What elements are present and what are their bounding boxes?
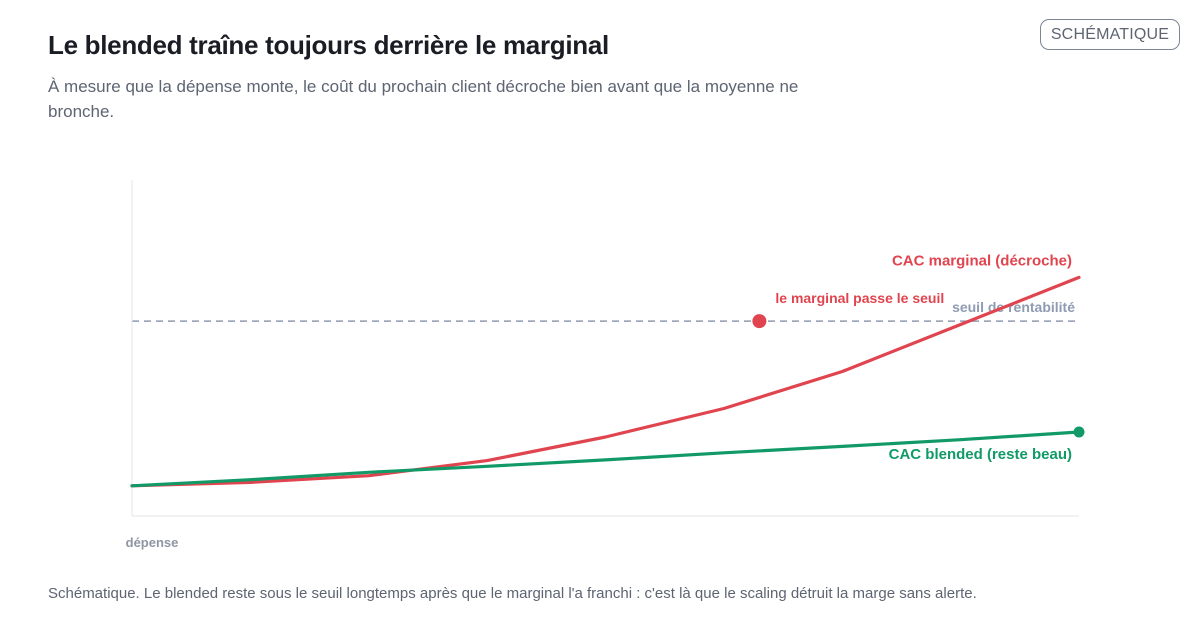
- threshold-label: seuil de rentabilité: [952, 299, 1075, 315]
- chart-subtitle: À mesure que la dépense monte, le coût d…: [48, 77, 799, 121]
- annotation-label: le marginal passe le seuil: [775, 290, 944, 306]
- threshold-group: seuil de rentabilité: [132, 299, 1079, 322]
- series-label-blended: CAC blended (reste beau): [889, 446, 1072, 463]
- schematic-badge: SCHÉMATIQUE: [1040, 19, 1180, 50]
- x-axis-label: dépense: [126, 535, 179, 550]
- series-label-marginal: CAC marginal (décroche): [892, 252, 1072, 269]
- annotation-layer: le marginal passe le seuil: [752, 290, 944, 329]
- series-line-blended: [130, 430, 1081, 488]
- chart-caption: Schématique. Le blended reste sous le se…: [48, 585, 977, 602]
- chart-title: Le blended traîne toujours derrière le m…: [48, 30, 609, 60]
- annotation-point: [752, 314, 767, 329]
- series-layer: CAC marginal (décroche) CAC blended (rest…: [130, 252, 1085, 488]
- series-end-point-blended: [1073, 426, 1085, 438]
- axes: dépense: [126, 180, 1079, 550]
- series-line-marginal: [130, 275, 1081, 488]
